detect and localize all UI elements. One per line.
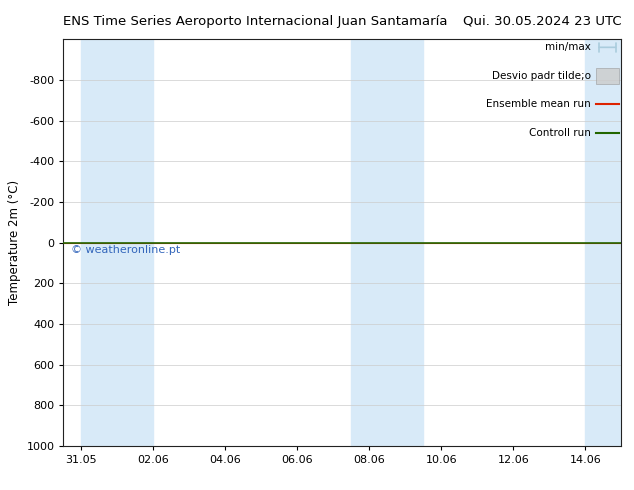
FancyBboxPatch shape xyxy=(596,68,619,84)
Text: Desvio padr tilde;o: Desvio padr tilde;o xyxy=(491,71,591,81)
Text: ENS Time Series Aeroporto Internacional Juan Santamaría: ENS Time Series Aeroporto Internacional … xyxy=(63,15,448,28)
Text: min/max: min/max xyxy=(545,42,591,52)
Text: Ensemble mean run: Ensemble mean run xyxy=(486,99,591,109)
Text: © weatheronline.pt: © weatheronline.pt xyxy=(70,245,180,255)
Text: Qui. 30.05.2024 23 UTC: Qui. 30.05.2024 23 UTC xyxy=(463,15,621,28)
Text: Controll run: Controll run xyxy=(529,128,591,138)
Y-axis label: Temperature 2m (°C): Temperature 2m (°C) xyxy=(8,180,21,305)
Bar xyxy=(351,39,424,446)
Bar xyxy=(81,39,153,446)
Bar xyxy=(585,39,621,446)
